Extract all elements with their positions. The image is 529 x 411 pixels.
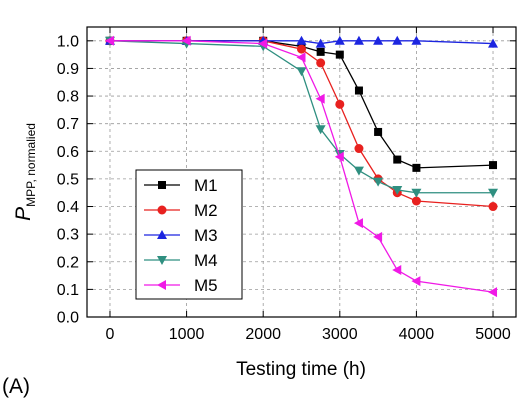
legend-entry-m2: M2	[144, 201, 218, 220]
legend-label-m1: M1	[194, 176, 218, 195]
data-point-m2	[411, 196, 421, 206]
x-tick-label: 4000	[399, 326, 435, 343]
panel-label: (A)	[2, 375, 30, 398]
data-point-m5	[315, 93, 325, 104]
data-point-m1	[412, 163, 421, 172]
data-point-m4	[411, 188, 422, 198]
data-point-m4	[488, 188, 499, 198]
data-point-m2	[354, 144, 364, 154]
x-tick-label: 5000	[475, 326, 511, 343]
data-point-m5	[488, 287, 498, 298]
tick-layer: 0 1000 2000 3000 4000 5000 0.0 0.1 0.2 0.3 0.4 0.5 0…	[57, 27, 516, 343]
y-tick-label: 1.0	[57, 33, 79, 50]
y-axis-label: PMPP, normalied	[12, 123, 38, 221]
x-tick-label: 3000	[322, 326, 358, 343]
legend-marker-m2	[157, 205, 167, 215]
legend-marker-m3	[157, 230, 167, 239]
data-point-m2	[297, 44, 306, 54]
data-point-m5	[392, 265, 402, 276]
grid-layer	[87, 27, 516, 318]
y-axis-label-main: P	[12, 207, 35, 221]
data-point-m5	[353, 218, 363, 229]
legend-label-m3: M3	[194, 226, 218, 245]
data-point-m1	[489, 161, 498, 170]
x-tick-label: 2000	[245, 326, 281, 343]
data-point-m1	[335, 50, 344, 59]
data-point-m4	[373, 177, 384, 187]
y-tick-label: 0.8	[57, 89, 79, 106]
legend-entry-m4: M4	[144, 251, 218, 270]
x-tick-label: 1000	[169, 326, 205, 343]
x-axis-label: Testing time (h)	[236, 359, 366, 380]
y-tick-label: 0.6	[57, 144, 79, 161]
data-point-m2	[335, 99, 345, 109]
legend-marker-m4	[157, 256, 167, 265]
data-point-m1	[374, 127, 383, 136]
data-point-m5	[181, 35, 191, 46]
data-point-m3	[296, 35, 307, 45]
y-axis-label-subscript: MPP, normalied	[24, 123, 38, 207]
data-point-m1	[316, 47, 325, 56]
plot-frame	[86, 26, 517, 318]
legend-marker-m1	[158, 181, 166, 189]
data-point-m3	[373, 35, 384, 45]
data-point-m4	[296, 67, 307, 77]
data-point-m4	[353, 166, 364, 176]
data-point-m1	[393, 155, 402, 164]
y-tick-label: 0.3	[57, 227, 79, 244]
data-point-m2	[488, 202, 498, 212]
legend-marker-m5	[157, 280, 166, 290]
y-tick-label: 0.0	[57, 310, 79, 327]
data-point-m5	[258, 38, 268, 49]
svg-text:PMPP, normalied: PMPP, normalied	[12, 123, 38, 221]
data-point-m2	[316, 58, 326, 68]
data-point-m4	[392, 185, 403, 195]
series-m5	[104, 35, 498, 298]
data-point-m5	[296, 52, 306, 63]
y-tick-label: 0.1	[57, 282, 79, 299]
legend-entry-m1: M1	[144, 176, 218, 195]
legend-layer: M1 M2 M3 M4 M5	[135, 169, 243, 300]
x-tick-label: 0	[106, 326, 115, 343]
legend-label-m4: M4	[194, 251, 218, 270]
legend-entry-m3: M3	[144, 226, 218, 245]
data-point-m3	[353, 35, 364, 45]
data-point-m3	[334, 35, 345, 45]
y-tick-label: 0.7	[57, 116, 79, 133]
legend-entry-m5: M5	[144, 276, 218, 295]
legend-label-m2: M2	[194, 201, 218, 220]
data-point-m4	[315, 125, 326, 135]
legend-label-m5: M5	[194, 276, 218, 295]
y-tick-label: 0.4	[57, 199, 79, 216]
y-tick-label: 0.2	[57, 254, 79, 271]
series-layer	[104, 35, 499, 298]
data-point-m5	[334, 151, 344, 162]
data-point-m3	[392, 35, 403, 45]
data-point-m3	[315, 38, 326, 48]
data-point-m5	[411, 276, 421, 287]
data-point-m1	[354, 86, 363, 95]
data-point-m3	[411, 35, 422, 45]
data-point-m5	[373, 231, 383, 242]
y-tick-label: 0.9	[57, 61, 79, 78]
y-tick-label: 0.5	[57, 171, 79, 188]
data-point-m3	[488, 38, 499, 48]
data-point-m5	[104, 35, 114, 46]
